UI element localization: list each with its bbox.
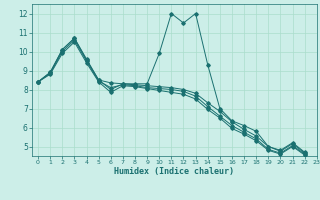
X-axis label: Humidex (Indice chaleur): Humidex (Indice chaleur) (115, 167, 234, 176)
